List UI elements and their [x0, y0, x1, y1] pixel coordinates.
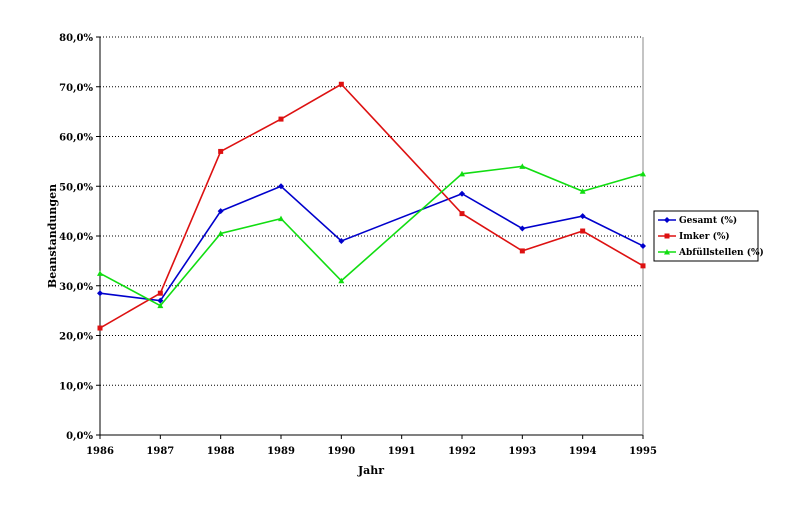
legend-entry: Abfüllstellen (%) [658, 247, 764, 258]
legend-label: Imker (%) [679, 231, 730, 242]
gridlines [100, 36, 643, 386]
y-tick-label: 80,0% [59, 33, 93, 44]
y-tick-label: 50,0% [59, 182, 93, 193]
data-point [97, 325, 103, 331]
data-point [217, 230, 224, 237]
legend-label: Gesamt (%) [679, 215, 737, 226]
y-axis-label: Beanstandungen [46, 184, 59, 288]
series-2 [97, 163, 646, 309]
y-tick-label: 40,0% [59, 232, 93, 243]
legend-marker [664, 217, 670, 223]
data-point [579, 213, 586, 220]
series-1 [97, 81, 646, 331]
x-tick-label: 1994 [569, 446, 597, 457]
data-point [157, 302, 164, 309]
axes [96, 36, 644, 439]
data-point [338, 237, 345, 244]
y-tick-label: 60,0% [59, 133, 93, 144]
data-point [157, 290, 163, 296]
y-tick-label: 20,0% [59, 332, 93, 343]
y-tick-label: 70,0% [59, 83, 93, 94]
legend-marker [664, 233, 670, 239]
legend-entry: Gesamt (%) [658, 215, 737, 226]
y-tick-label: 10,0% [59, 381, 93, 392]
data-point [519, 225, 526, 232]
y-tick-label: 0,0% [66, 431, 93, 442]
legend-label: Abfüllstellen (%) [678, 247, 764, 258]
data-point [640, 242, 646, 249]
y-tick-label: 30,0% [59, 282, 93, 293]
x-tick-label: 1995 [629, 446, 657, 457]
data-point [640, 170, 646, 177]
data-point [459, 211, 465, 217]
data-point [97, 270, 103, 276]
x-tick-label: 1991 [388, 446, 416, 457]
data-point [217, 208, 224, 215]
data-point [459, 190, 465, 197]
data-point [579, 188, 586, 194]
x-tick-labels: 1986 1987 1988 1989 1990 1991 1992 1993 1994 1995 [86, 446, 657, 457]
x-tick-label: 1987 [146, 446, 174, 457]
data-point [519, 163, 526, 169]
data-point [218, 148, 224, 154]
data-point [338, 81, 344, 87]
data-point [278, 215, 284, 222]
y-tick-labels: 0,0% 10,0% 20,0% 30,0% 40,0% 50,0% 60,0% 70,0% 8… [59, 33, 93, 442]
x-tick-label: 1992 [448, 446, 476, 457]
data-point [278, 116, 284, 122]
series-0 [97, 183, 646, 304]
x-tick-label: 1990 [327, 446, 355, 457]
legend-entry: Imker (%) [658, 231, 730, 242]
legend-marker [664, 249, 670, 255]
legend: Gesamt (%) Imker (%) Abfüllstellen (%) [653, 210, 764, 262]
series-lines [97, 81, 646, 331]
data-point [580, 228, 586, 234]
data-point [157, 297, 164, 304]
data-point [459, 170, 465, 177]
x-tick-label: 1988 [207, 446, 235, 457]
x-axis-label: Jahr [357, 464, 384, 477]
data-point [519, 248, 525, 254]
data-point [278, 183, 284, 190]
x-tick-label: 1989 [267, 446, 295, 457]
x-tick-label: 1993 [508, 446, 536, 457]
data-point [97, 290, 103, 297]
data-point [338, 277, 345, 284]
data-point [640, 263, 646, 269]
x-tick-label: 1986 [86, 446, 114, 457]
